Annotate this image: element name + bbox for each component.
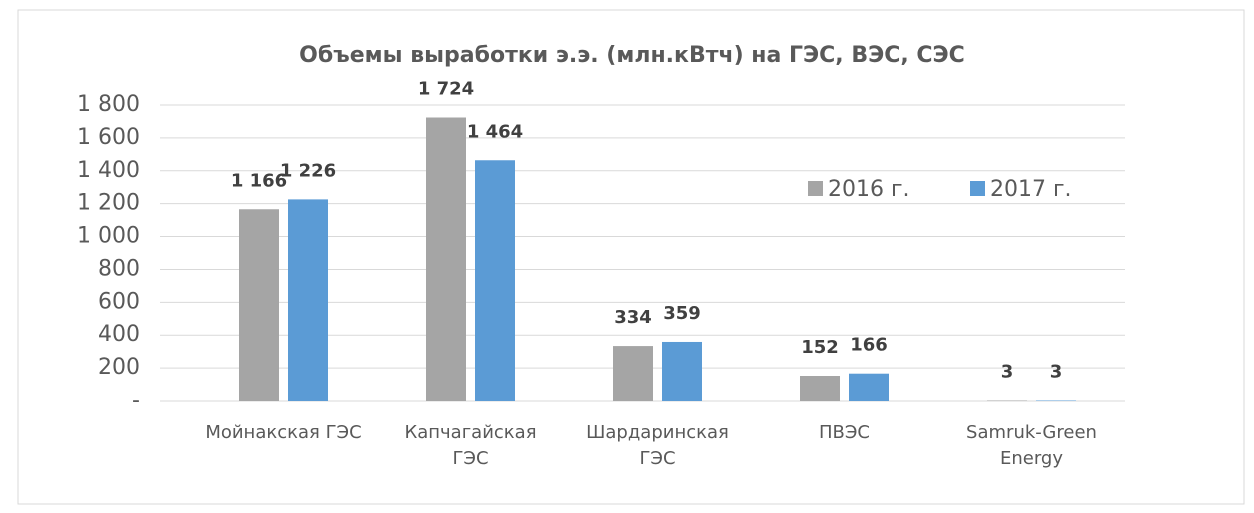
chart-title: Объемы выработки э.э. (млн.кВтч) на ГЭС,… <box>299 43 965 68</box>
x-tick-label: Samruk-Green Energy <box>966 422 1097 469</box>
data-label: 1 724 <box>418 78 474 99</box>
legend-label: 2017 г. <box>990 177 1072 202</box>
y-tick-label: 1 800 <box>77 92 140 117</box>
x-tick-label-box: Капчагайская ГЭС <box>404 422 537 469</box>
data-label: 334 <box>614 307 652 328</box>
y-tick-label: - <box>132 388 140 413</box>
bar <box>849 373 889 401</box>
data-label: 3 <box>1001 362 1014 383</box>
y-tick-label: 400 <box>98 322 140 347</box>
data-label: 166 <box>850 335 888 356</box>
x-tick-label: Капчагайская ГЭС <box>404 422 537 469</box>
y-tick-label: 200 <box>98 355 140 380</box>
data-label: 152 <box>801 337 839 358</box>
x-tick-label-box: Мойнакская ГЭС <box>205 422 362 443</box>
y-tick-label: 1 000 <box>77 224 140 249</box>
bar <box>475 160 515 401</box>
x-tick-label: Мойнакская ГЭС <box>205 422 362 443</box>
bar <box>239 209 279 401</box>
bar <box>288 199 328 401</box>
chart-border <box>17 9 1245 505</box>
x-tick-label-box: Samruk-Green Energy <box>966 422 1097 469</box>
data-label: 359 <box>663 303 701 324</box>
legend-swatch <box>970 181 985 196</box>
bar <box>662 341 702 401</box>
legend-swatch <box>808 181 823 196</box>
x-tick-label: Шардаринская ГЭС <box>586 422 729 469</box>
bar <box>426 117 466 402</box>
y-tick-label: 1 200 <box>77 191 140 216</box>
bar <box>800 376 840 401</box>
data-label: 1 464 <box>467 121 523 142</box>
data-label: 1 226 <box>280 160 336 181</box>
data-label: 3 <box>1050 362 1063 383</box>
data-label: 1 166 <box>231 170 287 191</box>
y-tick-label: 800 <box>98 256 140 281</box>
x-tick-label-box: Шардаринская ГЭС <box>586 422 729 469</box>
legend-label: 2016 г. <box>828 177 910 202</box>
x-tick-label: ПВЭС <box>818 422 871 443</box>
y-tick-label: 600 <box>98 289 140 314</box>
y-tick-label: 1 600 <box>77 125 140 150</box>
y-tick-label: 1 400 <box>77 158 140 183</box>
x-tick-label-box: ПВЭС <box>818 422 871 443</box>
bar <box>613 346 653 401</box>
